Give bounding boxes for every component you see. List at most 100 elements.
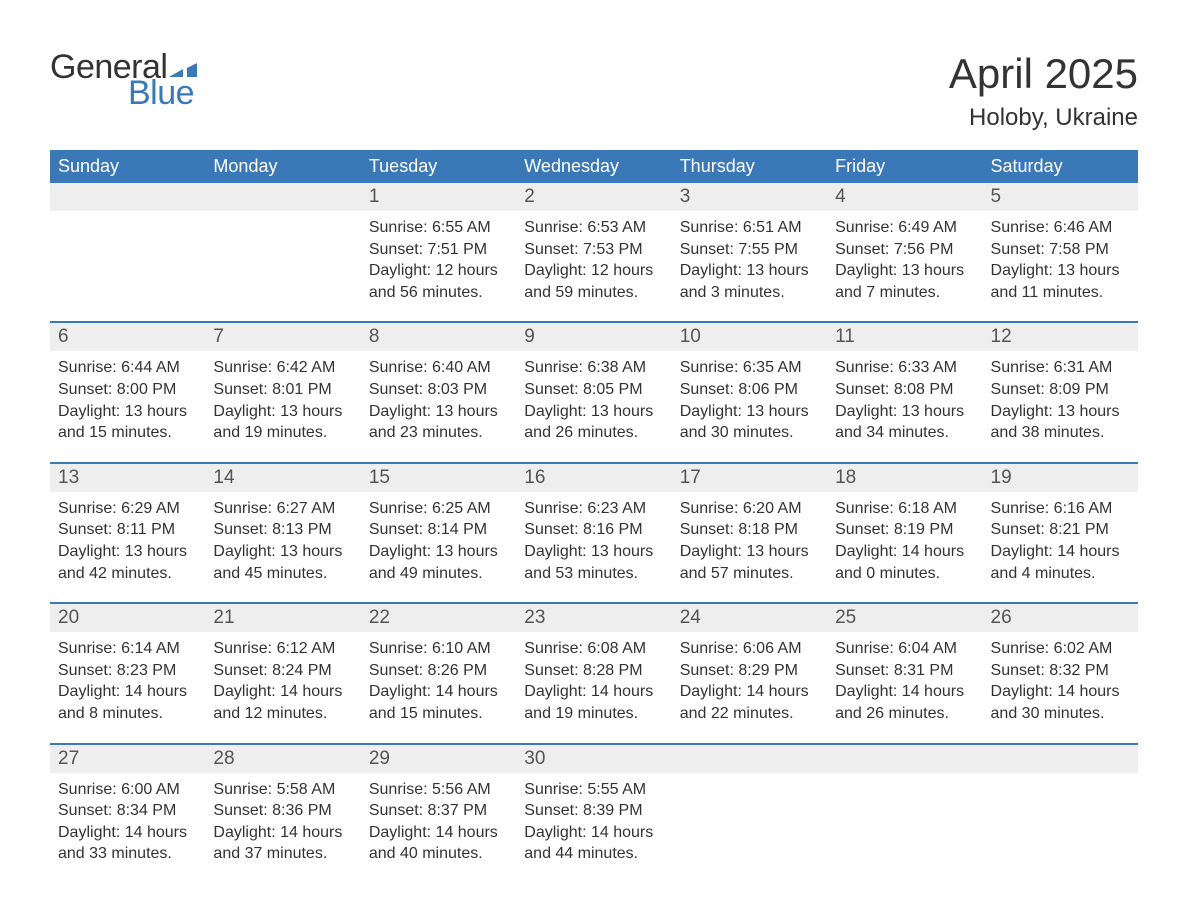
day-number: 23 <box>516 604 671 632</box>
day-number: 20 <box>50 604 205 632</box>
daylight-text: Daylight: 13 hours and 11 minutes. <box>991 260 1130 303</box>
day-number: 30 <box>516 745 671 773</box>
sunrise-text: Sunrise: 6:23 AM <box>524 498 663 520</box>
day-number: 8 <box>361 323 516 351</box>
logo: General Blue <box>50 50 197 110</box>
day-number: 19 <box>983 464 1138 492</box>
day-header-tue: Tuesday <box>361 150 516 183</box>
daylight-text: Daylight: 14 hours and 33 minutes. <box>58 822 197 865</box>
sunrise-text: Sunrise: 5:58 AM <box>213 779 352 801</box>
sunset-text: Sunset: 8:36 PM <box>213 800 352 822</box>
sunset-text: Sunset: 8:28 PM <box>524 660 663 682</box>
title-block: April 2025 Holoby, Ukraine <box>949 50 1138 132</box>
day-cell <box>205 211 360 307</box>
daylight-text: Daylight: 13 hours and 57 minutes. <box>680 541 819 584</box>
daylight-text: Daylight: 14 hours and 19 minutes. <box>524 681 663 724</box>
day-cell: Sunrise: 6:46 AMSunset: 7:58 PMDaylight:… <box>983 211 1138 307</box>
sunset-text: Sunset: 8:00 PM <box>58 379 197 401</box>
daydata-row: Sunrise: 6:14 AMSunset: 8:23 PMDaylight:… <box>50 632 1138 728</box>
daylight-text: Daylight: 14 hours and 30 minutes. <box>991 681 1130 724</box>
sunrise-text: Sunrise: 6:12 AM <box>213 638 352 660</box>
day-number: 7 <box>205 323 360 351</box>
day-header-fri: Friday <box>827 150 982 183</box>
day-cell: Sunrise: 6:49 AMSunset: 7:56 PMDaylight:… <box>827 211 982 307</box>
sunset-text: Sunset: 8:19 PM <box>835 519 974 541</box>
daylight-text: Daylight: 14 hours and 40 minutes. <box>369 822 508 865</box>
daydata-row: Sunrise: 6:44 AMSunset: 8:00 PM Daylight:… <box>50 351 1138 447</box>
day-cell: Sunrise: 6:40 AMSunset: 8:03 PMDaylight:… <box>361 351 516 447</box>
sunset-text: Sunset: 8:03 PM <box>369 379 508 401</box>
day-number: 24 <box>672 604 827 632</box>
daylight-text: Daylight: 14 hours and 12 minutes. <box>213 681 352 724</box>
sunset-text: Sunset: 8:11 PM <box>58 519 197 541</box>
daylight-text: Daylight: 13 hours and 19 minutes. <box>213 401 352 444</box>
day-number: 21 <box>205 604 360 632</box>
day-number: 9 <box>516 323 671 351</box>
sunrise-text: Sunrise: 6:42 AM <box>213 357 352 379</box>
day-cell: Sunrise: 6:55 AMSunset: 7:51 PMDaylight:… <box>361 211 516 307</box>
day-number <box>205 183 360 211</box>
sunset-text: Sunset: 8:06 PM <box>680 379 819 401</box>
daylight-text: Daylight: 12 hours and 56 minutes. <box>369 260 508 303</box>
sunrise-text: Sunrise: 6:06 AM <box>680 638 819 660</box>
sunset-text: Sunset: 8:24 PM <box>213 660 352 682</box>
daynum-row: 27282930 <box>50 745 1138 773</box>
sunrise-text: Sunrise: 6:02 AM <box>991 638 1130 660</box>
day-cell: Sunrise: 6:53 AMSunset: 7:53 PMDaylight:… <box>516 211 671 307</box>
day-number: 12 <box>983 323 1138 351</box>
week-block: 13141516171819Sunrise: 6:29 AMSunset: 8:… <box>50 462 1138 588</box>
day-header-row: Sunday Monday Tuesday Wednesday Thursday… <box>50 150 1138 183</box>
daylight-text: Daylight: 14 hours and 26 minutes. <box>835 681 974 724</box>
sunset-text: Sunset: 8:34 PM <box>58 800 197 822</box>
day-number: 1 <box>361 183 516 211</box>
day-cell: Sunrise: 5:55 AMSunset: 8:39 PMDaylight:… <box>516 773 671 869</box>
location-subtitle: Holoby, Ukraine <box>949 104 1138 132</box>
day-number: 2 <box>516 183 671 211</box>
sunset-text: Sunset: 8:32 PM <box>991 660 1130 682</box>
sunset-text: Sunset: 8:08 PM <box>835 379 974 401</box>
sunrise-text: Sunrise: 6:00 AM <box>58 779 197 801</box>
day-number: 15 <box>361 464 516 492</box>
sunrise-text: Sunrise: 6:31 AM <box>991 357 1130 379</box>
sunset-text: Sunset: 8:23 PM <box>58 660 197 682</box>
day-cell: Sunrise: 6:35 AMSunset: 8:06 PMDaylight:… <box>672 351 827 447</box>
daydata-row: Sunrise: 6:55 AMSunset: 7:51 PMDaylight:… <box>50 211 1138 307</box>
day-number: 4 <box>827 183 982 211</box>
sunrise-text: Sunrise: 6:08 AM <box>524 638 663 660</box>
daynum-row: 20212223242526 <box>50 604 1138 632</box>
sunrise-text: Sunrise: 6:27 AM <box>213 498 352 520</box>
daylight-text: Daylight: 12 hours and 59 minutes. <box>524 260 663 303</box>
day-number: 22 <box>361 604 516 632</box>
daylight-text: Daylight: 13 hours and 30 minutes. <box>680 401 819 444</box>
daylight-text: Daylight: 13 hours and 53 minutes. <box>524 541 663 584</box>
day-cell: Sunrise: 6:27 AMSunset: 8:13 PMDaylight:… <box>205 492 360 588</box>
sunrise-text: Sunrise: 6:44 AM <box>58 357 197 379</box>
daylight-text: Daylight: 14 hours and 15 minutes. <box>369 681 508 724</box>
weeks-container: 12345Sunrise: 6:55 AMSunset: 7:51 PMDayl… <box>50 183 1138 869</box>
week-block: 27282930Sunrise: 6:00 AMSunset: 8:34 PMD… <box>50 743 1138 869</box>
daylight-text: Daylight: 13 hours and 49 minutes. <box>369 541 508 584</box>
day-cell: Sunrise: 6:02 AMSunset: 8:32 PMDaylight:… <box>983 632 1138 728</box>
day-cell: Sunrise: 6:06 AMSunset: 8:29 PMDaylight:… <box>672 632 827 728</box>
day-cell: Sunrise: 6:20 AMSunset: 8:18 PMDaylight:… <box>672 492 827 588</box>
sunrise-text: Sunrise: 6:25 AM <box>369 498 508 520</box>
day-number: 5 <box>983 183 1138 211</box>
week-block: 6789101112Sunrise: 6:44 AMSunset: 8:00 P… <box>50 321 1138 447</box>
daylight-text: Daylight: 13 hours and 38 minutes. <box>991 401 1130 444</box>
month-title: April 2025 <box>949 50 1138 98</box>
logo-text-blue: Blue <box>128 76 194 110</box>
day-cell: Sunrise: 6:33 AMSunset: 8:08 PMDaylight:… <box>827 351 982 447</box>
day-cell <box>672 773 827 869</box>
daylight-text: Daylight: 14 hours and 44 minutes. <box>524 822 663 865</box>
sunset-text: Sunset: 8:37 PM <box>369 800 508 822</box>
day-number: 3 <box>672 183 827 211</box>
sunset-text: Sunset: 8:01 PM <box>213 379 352 401</box>
day-cell: Sunrise: 6:00 AMSunset: 8:34 PMDaylight:… <box>50 773 205 869</box>
daylight-text: Daylight: 14 hours and 22 minutes. <box>680 681 819 724</box>
daylight-text: Daylight: 14 hours and 0 minutes. <box>835 541 974 584</box>
sunrise-text: Sunrise: 6:51 AM <box>680 217 819 239</box>
day-number: 27 <box>50 745 205 773</box>
sunrise-text: Sunrise: 6:16 AM <box>991 498 1130 520</box>
daylight-text: Daylight: 13 hours and 23 minutes. <box>369 401 508 444</box>
week-block: 20212223242526Sunrise: 6:14 AMSunset: 8:… <box>50 602 1138 728</box>
